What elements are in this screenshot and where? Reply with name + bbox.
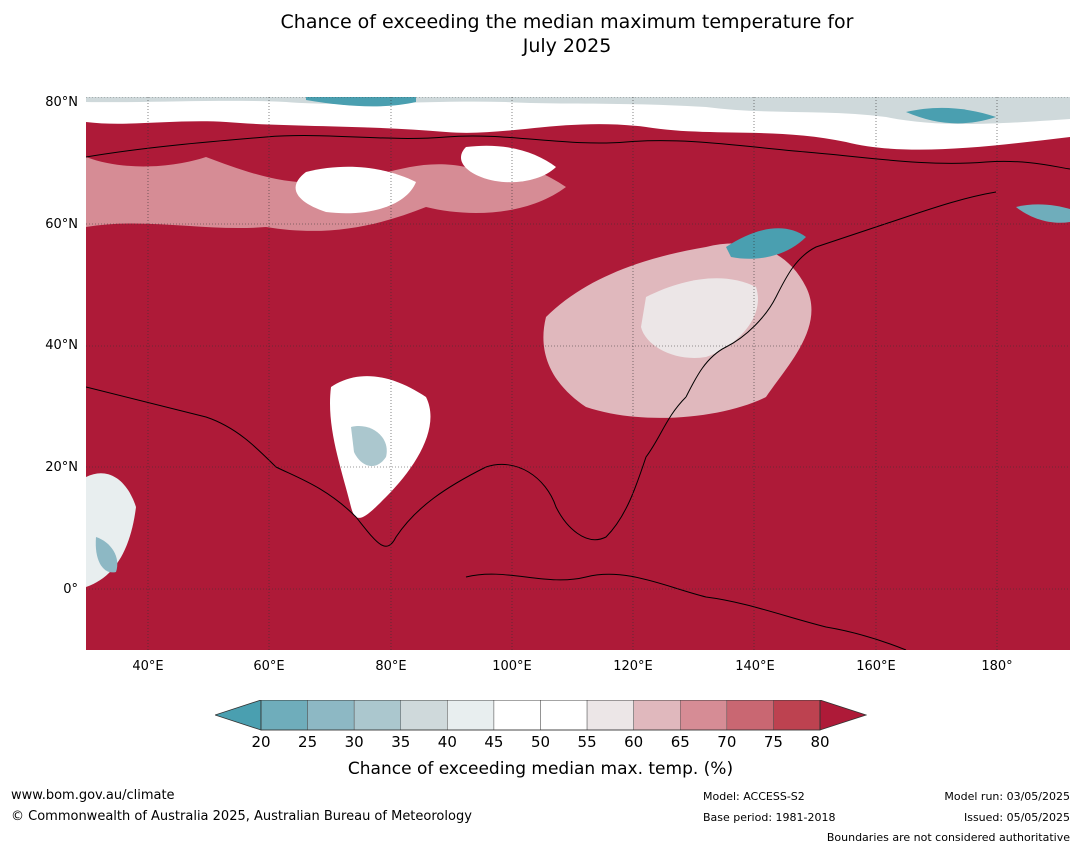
colorbar-tick-label: 20 [251, 733, 271, 751]
lon-label-100e: 100°E [492, 659, 532, 674]
coastlines [86, 135, 1070, 650]
colorbar-low-arrow [215, 700, 262, 731]
colorbar-segment [726, 700, 774, 731]
footer-boundaries: Boundaries are not considered authoritat… [826, 831, 1070, 844]
southern-asia-coast [86, 386, 687, 547]
temperature-map [86, 97, 1070, 650]
lon-label-120e: 120°E [613, 659, 653, 674]
colorbar-segment [260, 700, 308, 731]
lon-label-80e: 80°E [375, 659, 407, 674]
colorbar-tick-label: 35 [391, 733, 411, 751]
bering-blue-patch [1016, 204, 1070, 223]
footer-url[interactable]: www.bom.gov.au/climate [11, 788, 175, 803]
colorbar-tick-label: 80 [810, 733, 830, 751]
colorbar-segment [773, 700, 821, 731]
colorbar [215, 700, 867, 731]
map-title: Chance of exceeding the median maximum t… [0, 10, 1081, 58]
colorbar-tick-label: 40 [437, 733, 457, 751]
colorbar-tick-label: 45 [484, 733, 504, 751]
colorbar-tick-label: 65 [670, 733, 690, 751]
colorbar-segment [447, 700, 495, 731]
east-asia-light-zone [641, 278, 758, 358]
footer-issued: Issued: 05/05/2025 [963, 811, 1070, 824]
colorbar-segment [493, 700, 541, 731]
lat-label-0: 0° [63, 582, 78, 597]
colorbar-segment [633, 700, 681, 731]
lat-label-60n: 60°N [45, 217, 78, 232]
colorbar-segment [680, 700, 728, 731]
title-line-1: Chance of exceeding the median maximum t… [280, 11, 854, 33]
colorbar-tick-label: 25 [298, 733, 318, 751]
siberia-white-patch [295, 166, 416, 214]
map-canvas [86, 97, 1070, 650]
lon-label-140e: 140°E [735, 659, 775, 674]
footer-base-period: Base period: 1981-2018 [703, 811, 836, 824]
graticule [86, 97, 1070, 650]
lat-label-40n: 40°N [45, 338, 78, 353]
colorbar-tick-label: 30 [344, 733, 364, 751]
lon-label-160e: 160°E [856, 659, 896, 674]
colorbar-high-arrow [819, 700, 867, 731]
india-blue-patch [351, 426, 387, 467]
footer-copyright: © Commonwealth of Australia 2025, Austra… [11, 809, 472, 824]
north-russia-white-patch [461, 145, 556, 183]
colorbar-label: Chance of exceeding median max. temp. (%… [347, 759, 734, 779]
colorbar-segments [215, 700, 867, 731]
colorbar-segment [307, 700, 355, 731]
arctic-blue-patch-2 [906, 107, 996, 124]
colorbar-segment [400, 700, 448, 731]
colorbar-segment [540, 700, 588, 731]
colorbar-segment [353, 700, 402, 731]
colorbar-segment [586, 700, 634, 731]
arctic-blue-patch-1 [306, 97, 416, 107]
okhotsk-blue-patch [726, 228, 806, 259]
arctic-coast [86, 135, 1070, 170]
colorbar-tick-label: 75 [763, 733, 783, 751]
lon-label-180: 180° [981, 659, 1013, 674]
title-line-2: July 2025 [522, 35, 612, 57]
colorbar-tick-label: 70 [717, 733, 737, 751]
indonesia-coast [465, 573, 907, 650]
colorbar-tick-label: 55 [577, 733, 597, 751]
lon-label-40e: 40°E [132, 659, 164, 674]
east-asia-coast [685, 191, 997, 398]
lon-label-60e: 60°E [253, 659, 285, 674]
footer-model: Model: ACCESS-S2 [703, 790, 805, 803]
africa-blue-patch [95, 537, 118, 573]
colorbar-tick-label: 50 [530, 733, 551, 751]
lat-label-80n: 80°N [45, 95, 78, 110]
colorbar-frame [260, 700, 821, 731]
footer-model-run: Model run: 03/05/2025 [944, 790, 1070, 803]
lat-label-20n: 20°N [45, 460, 78, 475]
colorbar-tick-label: 60 [624, 733, 644, 751]
